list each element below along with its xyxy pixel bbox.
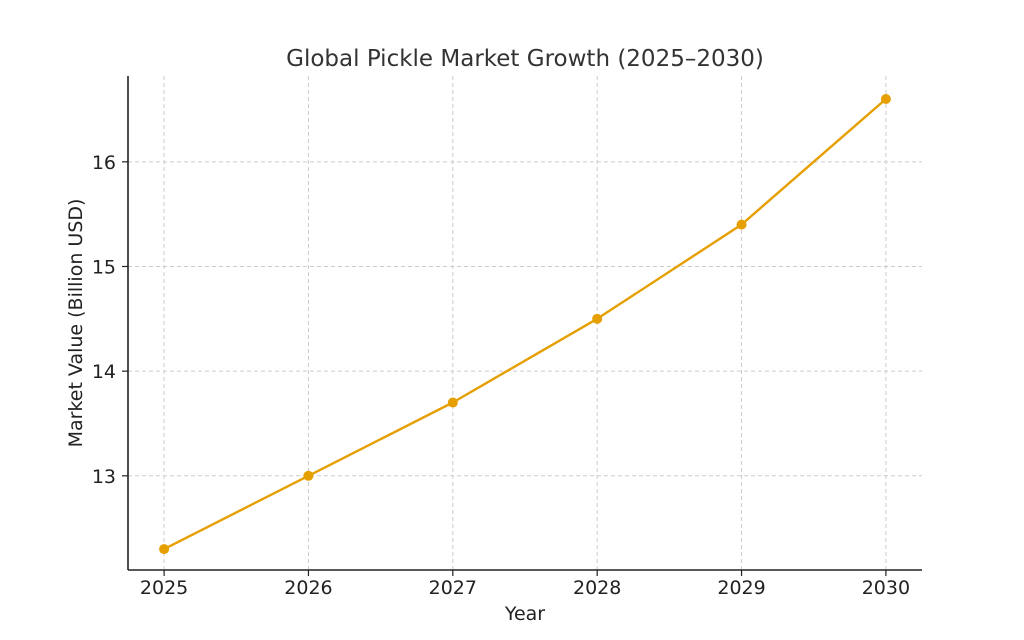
x-tick-label: 2029 bbox=[717, 577, 765, 599]
data-point[interactable] bbox=[447, 397, 458, 408]
y-axis-label: Market Value (Billion USD) bbox=[65, 199, 87, 448]
x-tick-label: 2028 bbox=[573, 577, 621, 599]
x-tick-label: 2030 bbox=[862, 577, 910, 599]
y-tick-label: 16 bbox=[92, 152, 116, 174]
axes-layer bbox=[127, 76, 922, 571]
data-point[interactable] bbox=[303, 470, 314, 481]
chart-title: Global Pickle Market Growth (2025–2030) bbox=[286, 46, 764, 72]
data-point[interactable] bbox=[592, 313, 603, 324]
x-axis-label: Year bbox=[504, 603, 545, 625]
x-tick-label: 2026 bbox=[284, 577, 332, 599]
data-point[interactable] bbox=[159, 544, 170, 555]
data-point[interactable] bbox=[736, 219, 747, 230]
y-tick-label: 14 bbox=[92, 361, 116, 383]
grid-layer bbox=[128, 76, 922, 570]
data-point[interactable] bbox=[880, 94, 891, 105]
x-tick-label: 2027 bbox=[429, 577, 477, 599]
series-layer bbox=[159, 94, 891, 555]
ticks-layer: 2025 2026 2027 2028 2029 2030 13 14 15 16 bbox=[92, 152, 910, 599]
y-tick-label: 15 bbox=[92, 256, 116, 278]
series-line bbox=[163, 98, 887, 551]
x-tick-label: 2025 bbox=[140, 577, 188, 599]
y-tick-label: 13 bbox=[92, 466, 116, 488]
